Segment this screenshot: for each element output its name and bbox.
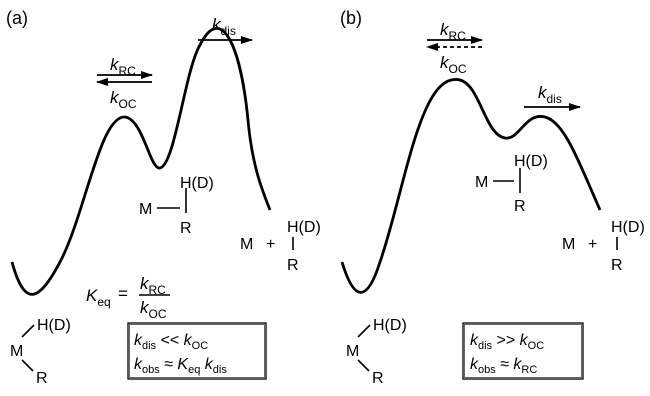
svg-text:Keq: Keq [86, 286, 111, 309]
panel-b-kinetics-box: kdis >> kOC kobs ≈ kRC [462, 322, 584, 380]
panel-a-complex-metal: M [139, 201, 152, 218]
panel-a-keq-expression: Keq = kRC kOC [86, 274, 170, 321]
panel-b-complex-r: R [514, 198, 526, 215]
panel-a-k-dis-label: kdis [212, 15, 236, 38]
panel-a-product-h: H(D) [287, 219, 321, 236]
panel-b-k-rc-label: kRC [440, 20, 466, 43]
panel-a-reactant-r: R [36, 370, 48, 387]
panel-b-label: (b) [340, 8, 362, 28]
panel-b-sigma-complex: M H(D) R [475, 153, 548, 215]
panel-b-product-plus: + [588, 236, 597, 253]
panel-a-product-plus: + [266, 236, 275, 253]
svg-text:kOC: kOC [140, 298, 167, 321]
panel-b-energy-curve [340, 78, 602, 294]
panel-a-reactant-h: H(D) [37, 317, 71, 334]
panel-b-box-line2: kobs ≈ kRC [470, 356, 537, 376]
panel-b-k-oc-label: kOC [440, 53, 467, 76]
panel-b-reactant-metal: M [346, 343, 359, 360]
panel-a-reactant-metal: M [10, 343, 23, 360]
panel-b-reactant-h: H(D) [373, 317, 407, 334]
panel-a-energy-curve [10, 27, 272, 296]
panel-a-box-line1: kdis << kOC [134, 332, 208, 352]
panel-b-complex-metal: M [475, 174, 488, 191]
panel-b-products: M + H(D) R [562, 219, 645, 274]
panel-b-reactant: H(D) M R [346, 317, 407, 387]
panel-a-reactant: H(D) M R [10, 317, 71, 387]
panel-b-product-metal: M [562, 236, 575, 253]
panel-b-k-dis-label: kdis [538, 83, 562, 106]
panel-b-reactant-r: R [372, 370, 384, 387]
panel-a: (a) kRC kOC kdis M H(D) R M + H(D) R Keq [6, 8, 321, 387]
panel-b-box-line1: kdis >> kOC [470, 332, 544, 352]
svg-text:kRC: kRC [140, 274, 166, 297]
panel-b-complex-h: H(D) [514, 153, 548, 170]
panel-a-sigma-complex: M H(D) R [139, 175, 214, 237]
panel-b-product-r: R [611, 257, 623, 274]
panel-a-complex-r: R [180, 220, 192, 237]
panel-a-k-oc-label: kOC [110, 88, 137, 111]
panel-a-complex-h: H(D) [180, 175, 214, 192]
panel-a-products: M + H(D) R [240, 219, 321, 274]
panel-a-product-metal: M [240, 236, 253, 253]
panel-b-product-h: H(D) [611, 219, 645, 236]
panel-a-box-line2: kobs ≈ Keq kdis [134, 356, 227, 376]
svg-text:=: = [118, 284, 128, 303]
panel-a-kinetics-box: kdis << kOC kobs ≈ Keq kdis [127, 322, 267, 380]
panel-a-label: (a) [6, 8, 28, 28]
panel-b: (b) kRC kOC kdis M H(D) R M + H(D) R H(D… [340, 8, 645, 387]
panel-a-product-r: R [287, 257, 299, 274]
panel-a-k-rc-label: kRC [110, 55, 136, 78]
